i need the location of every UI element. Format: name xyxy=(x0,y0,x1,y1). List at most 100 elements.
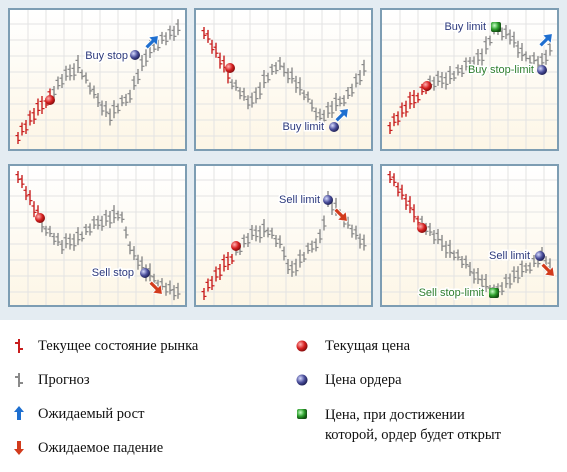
forecast-bar xyxy=(99,100,105,116)
forecast-bar xyxy=(63,233,69,249)
chart-background xyxy=(10,166,185,305)
legend-trigger-price-line1: Цена, при достижении xyxy=(325,407,465,423)
forecast-bar xyxy=(273,62,279,75)
forecast-bar xyxy=(507,29,513,45)
forecast-bar xyxy=(527,262,533,274)
forecast-bar xyxy=(241,234,247,248)
forecast-bar xyxy=(103,101,109,117)
forecast-bar xyxy=(269,227,275,239)
forecast-bar xyxy=(51,86,57,98)
forecast-bar xyxy=(175,19,181,36)
market-bar xyxy=(213,266,219,282)
forecast-bar xyxy=(123,226,129,239)
charts-grid: Buy stop Buy limit Buy limit Buy stop-lim… xyxy=(0,0,567,320)
panel-buy-stop-limit: Buy limit Buy stop-limit xyxy=(380,8,559,151)
order-type-label: Sell stop xyxy=(92,267,134,279)
forecast-bar xyxy=(439,72,445,88)
legend-expected-fall: Ожидаемое падение xyxy=(38,440,164,456)
forecast-bar xyxy=(107,211,113,228)
forecast-bar xyxy=(285,259,291,274)
forecast-bar xyxy=(313,238,319,252)
forecast-bar xyxy=(543,49,549,65)
panel-sell-stop: Sell stop xyxy=(8,164,187,307)
market-bar xyxy=(395,182,401,197)
forecast-bar xyxy=(431,76,437,91)
forecast-bar xyxy=(511,31,517,48)
forecast-bar xyxy=(107,108,113,126)
forecast-bar xyxy=(301,252,307,262)
chart-background xyxy=(382,10,557,149)
market-bar xyxy=(209,39,215,54)
forecast-bar xyxy=(167,280,173,295)
forecast-bar xyxy=(55,232,61,246)
forecast-bar xyxy=(127,89,133,103)
forecast-bar xyxy=(463,57,469,71)
forecast-bar xyxy=(167,25,173,40)
forecast-bar xyxy=(245,233,251,247)
order-type-label: Sell limit xyxy=(489,250,530,262)
forecast-bar xyxy=(87,223,93,236)
market-bar xyxy=(391,173,397,187)
forecast-bar xyxy=(67,233,73,250)
forecast-bar xyxy=(341,95,347,107)
forecast-bar xyxy=(233,79,239,91)
forecast-bar-icon xyxy=(15,373,23,387)
forecast-bar xyxy=(519,43,525,61)
market-bar xyxy=(399,184,405,200)
market-bar xyxy=(399,102,405,118)
forecast-bar xyxy=(261,219,267,238)
forecast-bar xyxy=(257,82,263,100)
forecast-bar xyxy=(67,64,73,81)
forecast-bar xyxy=(447,66,453,84)
arrow-up-icon xyxy=(334,108,349,123)
current-price-dot xyxy=(45,95,55,105)
legend-market-state: Текущее состояние рынка xyxy=(38,338,199,354)
forecast-bar xyxy=(51,232,57,245)
forecast-bar xyxy=(507,273,513,289)
forecast-bar xyxy=(59,240,65,254)
arrow-up-icon xyxy=(14,406,24,420)
arrow-down-icon xyxy=(333,207,348,222)
market-bar xyxy=(411,204,417,223)
forecast-bar xyxy=(147,263,153,282)
order-type-label: Sell limit xyxy=(279,194,320,206)
current-price-dot-icon xyxy=(296,340,308,352)
order-price-dot xyxy=(130,50,140,60)
market-bar xyxy=(395,111,401,126)
forecast-bar xyxy=(99,215,105,231)
order-price-dot xyxy=(537,65,547,75)
forecast-bar xyxy=(301,90,307,101)
market-bar xyxy=(27,110,33,126)
forecast-bar xyxy=(131,75,137,90)
forecast-bar xyxy=(143,49,149,67)
forecast-bar xyxy=(277,235,283,249)
forecast-bar xyxy=(297,77,303,96)
buy-stop-chart: Buy stop xyxy=(10,10,185,149)
market-bar xyxy=(15,132,21,144)
forecast-bar xyxy=(503,273,509,288)
panel-buy-stop: Buy stop xyxy=(8,8,187,151)
legend-trigger-price-line2: которой, ордер будет открыт xyxy=(325,427,501,443)
forecast-bar xyxy=(103,209,109,226)
panel-sell-limit: Sell limit xyxy=(194,164,373,307)
forecast-bar xyxy=(71,63,77,81)
market-bar xyxy=(205,29,211,43)
arrow-up-icon xyxy=(144,35,159,50)
forecast-bar xyxy=(63,65,69,81)
forecast-bar xyxy=(451,250,457,261)
forecast-bar xyxy=(249,92,255,108)
forecast-bar xyxy=(503,25,509,39)
forecast-bar xyxy=(253,225,259,242)
forecast-bar xyxy=(277,57,283,71)
forecast-bar xyxy=(163,32,169,46)
order-price-dot-icon xyxy=(296,374,308,386)
market-bar xyxy=(403,100,409,117)
forecast-bar xyxy=(455,64,461,76)
market-bar xyxy=(225,252,231,270)
chart-background xyxy=(196,166,371,305)
order-type-label: Buy stop xyxy=(85,50,128,62)
forecast-bar xyxy=(91,216,97,229)
forecast-bar xyxy=(59,74,65,88)
market-bar xyxy=(229,254,235,264)
forecast-bar xyxy=(241,87,247,101)
